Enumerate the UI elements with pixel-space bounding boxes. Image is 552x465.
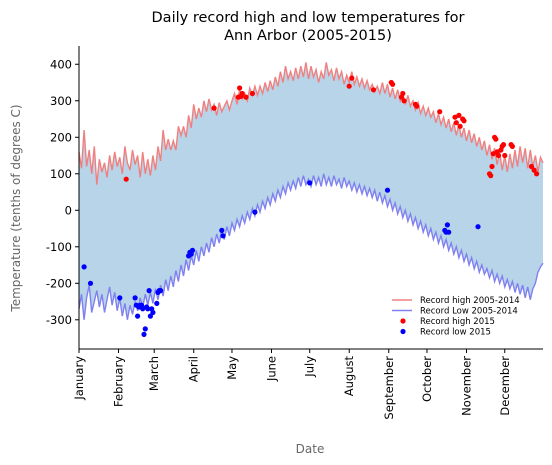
record-low-2015-point [135, 313, 141, 319]
record-low-2015-point [141, 331, 147, 337]
record-high-line [78, 62, 544, 185]
y-tick-label: 0 [65, 203, 72, 217]
record-low-2015-point [140, 306, 146, 312]
record-low-2015-point [475, 224, 481, 230]
y-tick-label: 300 [50, 94, 72, 108]
record-high-2015-point [414, 103, 420, 109]
record-high-2015-point [489, 163, 495, 170]
x-tick-label: May [225, 356, 239, 380]
record-high-2015-point [243, 94, 249, 100]
record-high-2015-point [123, 176, 129, 182]
record-high-2015-point [239, 90, 245, 97]
record-high-2015-point [461, 118, 467, 124]
record-high-2015-point [237, 85, 243, 91]
record-high-2015-point [528, 163, 535, 170]
record-low-2015-point [307, 180, 313, 186]
record-high-2015-point [452, 114, 458, 120]
x-tick-label: September [382, 356, 396, 420]
record-high-2015-point [370, 87, 377, 93]
record-low-2015-point [81, 264, 87, 270]
chart-title-line-1: Daily record high and low temperatures f… [152, 10, 465, 26]
record-low-2015-point [146, 288, 152, 294]
record-high-2015-point [249, 90, 255, 97]
x-tick-label: June [265, 356, 279, 382]
x-axis-label: Date [296, 442, 325, 456]
x-tick-label: November [460, 356, 474, 416]
record-high-2015-point [457, 123, 463, 129]
y-tick-label: 400 [50, 57, 72, 71]
record-high-2015-point [495, 152, 501, 159]
x-tick-label: August [342, 356, 356, 397]
x-tick-label: February [112, 356, 126, 407]
record-low-2015-point [158, 288, 164, 294]
record-low-2015-point [252, 209, 258, 215]
record-high-2015-point [534, 171, 540, 177]
record-low-2015-point [154, 300, 160, 306]
legend-dot-swatch [400, 328, 406, 335]
record-low-2015-point [220, 233, 226, 239]
record-high-2015-point [453, 120, 459, 126]
y-axis-label: Temperature (tenths of degrees C) [9, 104, 23, 312]
record-high-2015-point [437, 109, 443, 115]
y-tick-label: 100 [50, 167, 72, 181]
record-low-2015-point [132, 295, 138, 301]
record-low-2015-point [446, 229, 452, 235]
record-range-fill [79, 62, 543, 320]
axes: -300 -200 -100 0 100 200 300 400 January February… [46, 46, 543, 420]
record-high-2015-point [500, 142, 507, 148]
x-tick-label: March [147, 356, 161, 391]
legend-dot-swatch [400, 318, 406, 324]
legend-label: Record Low 2005-2014 [420, 307, 518, 317]
y-tick-label: -100 [46, 240, 72, 254]
record-low-2015-point [87, 280, 94, 286]
record-high-2015-point [493, 136, 499, 142]
x-tick-label: December [498, 356, 512, 416]
record-low-2015-point [150, 309, 156, 316]
x-tick-label: April [187, 356, 201, 382]
record-low-2015-point [189, 247, 196, 253]
record-high-2015-point [502, 152, 508, 159]
record-low-2015-point [384, 187, 391, 193]
record-high-2015-point [456, 112, 462, 118]
legend-label: Record low 2015 [420, 328, 491, 338]
record-low-2015-point [117, 295, 123, 301]
chart-title: Daily record high and low temperatures f… [152, 10, 465, 44]
record-high-2015-point [509, 143, 515, 149]
record-high-2015-point [531, 167, 537, 173]
record-low-2015-point [145, 306, 151, 312]
record-high-2015-point [211, 105, 217, 111]
y-tick-label: 200 [50, 130, 72, 144]
legend-label: Record high 2005-2014 [420, 296, 520, 306]
x-tick-label: July [303, 356, 317, 378]
record-low-2015-point [444, 222, 450, 228]
record-high-2015-point [401, 98, 407, 104]
plot-area [78, 62, 544, 337]
record-high-2015-point [488, 173, 494, 179]
x-tick-label: January [72, 356, 86, 401]
legend-label: Record high 2015 [420, 317, 495, 327]
record-low-2015-point [142, 326, 148, 332]
x-tick-label: October [420, 356, 434, 402]
record-high-2015-point [390, 81, 396, 87]
record-high-2015-point [400, 90, 406, 97]
y-tick-label: -300 [46, 313, 72, 327]
record-high-2015-point [346, 83, 352, 89]
record-low-2015-point [219, 227, 225, 233]
y-tick-label: -200 [46, 276, 72, 290]
chart-title-line-2: Ann Arbor (2005-2015) [224, 28, 392, 44]
record-high-2015-point [349, 75, 355, 81]
